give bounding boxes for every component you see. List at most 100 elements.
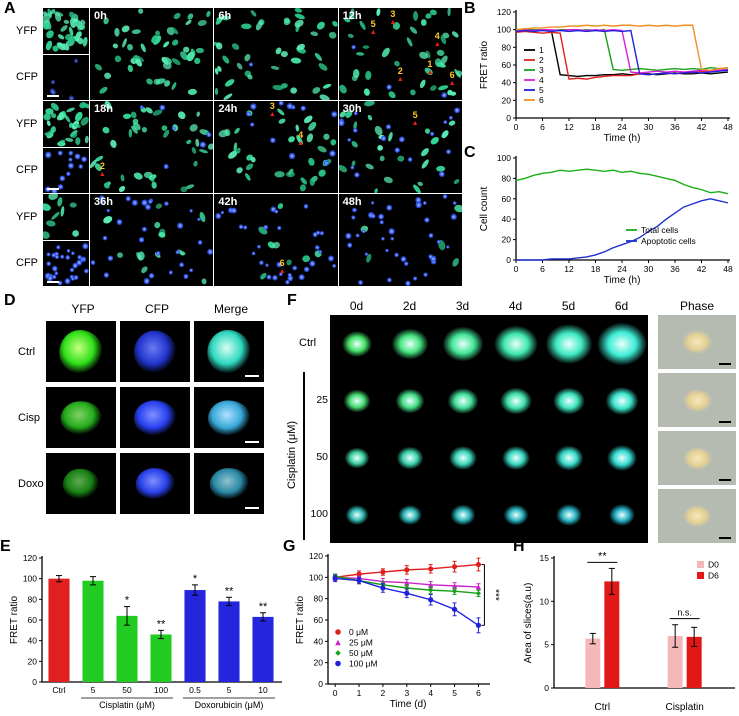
time-label: 48h	[342, 196, 362, 208]
svg-text:42: 42	[697, 264, 707, 274]
scale-bar	[719, 421, 731, 423]
svg-text:0.5: 0.5	[189, 685, 201, 695]
channel-label-yfp: YFP	[16, 25, 38, 37]
panel-label-d: D	[4, 292, 16, 309]
svg-text:Ctrl: Ctrl	[595, 702, 611, 713]
svg-text:5: 5	[227, 685, 232, 695]
tumor-slice	[341, 330, 372, 357]
svg-text:30: 30	[644, 122, 654, 132]
dose-label-25: 25	[316, 394, 328, 406]
svg-text:120: 120	[309, 551, 323, 561]
svg-text:10: 10	[540, 596, 550, 606]
tumor-slice	[391, 328, 428, 359]
arrowhead-icon: ▲	[396, 76, 404, 84]
micrograph-30h: 30h 5 ▲	[338, 101, 462, 193]
tumor-slice	[345, 504, 368, 525]
tumor-slice	[545, 323, 592, 364]
fluorescence-image	[194, 453, 264, 514]
arrowhead-icon: ▲	[411, 119, 419, 127]
spheroid-blob	[134, 330, 176, 373]
micrograph-18h: 18h 2 ▲	[90, 101, 214, 193]
tracked-cell-marker-3: 3 ▲	[389, 9, 397, 27]
time-label: 18h	[94, 103, 113, 115]
row-label-doxo: Doxo	[18, 477, 44, 490]
tumor-slice	[501, 445, 530, 470]
tumor-slice	[555, 503, 582, 526]
svg-text:**: **	[225, 585, 234, 597]
svg-text:0: 0	[318, 679, 323, 689]
row-label-cisp: Cisp	[18, 411, 41, 424]
channel-label-cfp: CFP	[16, 71, 38, 83]
svg-text:n.s.: n.s.	[677, 608, 692, 618]
svg-text:120: 120	[497, 7, 511, 17]
tumor-slice	[499, 387, 532, 414]
svg-text:100: 100	[154, 685, 168, 695]
phase-slice	[682, 388, 712, 412]
svg-text:Time (h): Time (h)	[604, 133, 641, 144]
svg-text:5: 5	[91, 685, 96, 695]
tumor-slice	[343, 389, 370, 412]
col-header-yfp: YFP	[71, 302, 95, 316]
panel-label-e: E	[0, 538, 11, 555]
panel-d: YFP CFP Merge Ctrl Cisp Doxo	[18, 302, 268, 514]
svg-text:60: 60	[28, 615, 38, 625]
svg-text:36: 36	[670, 122, 680, 132]
arrowhead-icon: ▲	[297, 140, 305, 147]
tumor-slice-montage	[330, 315, 648, 543]
day-header: 4d	[508, 299, 523, 313]
yfp-thumbnail	[43, 8, 89, 54]
svg-text:6: 6	[540, 122, 545, 132]
svg-text:100: 100	[497, 25, 511, 35]
svg-text:***: ***	[489, 589, 500, 601]
fluorescence-image	[46, 321, 116, 382]
svg-text:3: 3	[539, 65, 544, 75]
panel-f-day-headers: 0d 2d 3d 4d 5d 6d	[330, 299, 648, 313]
svg-text:15: 15	[540, 553, 550, 563]
svg-text:D6: D6	[708, 571, 719, 581]
tumor-slice	[606, 444, 637, 471]
panel-label-h: H	[513, 538, 525, 555]
svg-text:1: 1	[539, 45, 544, 55]
spheroid-blob	[62, 468, 100, 499]
svg-text:24: 24	[617, 264, 627, 274]
svg-text:6: 6	[476, 688, 481, 698]
cfp-thumbnail	[43, 54, 89, 100]
svg-text:Time (h): Time (h)	[604, 275, 641, 286]
tumor-slice	[344, 447, 369, 468]
dose-label-100: 100	[310, 508, 328, 520]
micrograph-0h: 0h	[90, 8, 214, 100]
svg-text:120: 120	[23, 553, 37, 563]
svg-text:Doxorubicin (μM): Doxorubicin (μM)	[195, 700, 264, 710]
svg-text:FRET ratio: FRET ratio	[479, 40, 490, 89]
svg-text:Cisplatin: Cisplatin	[665, 702, 703, 713]
fret-ratio-days-chart: 0 20 40 60 80 100 120 0 1 2 3 4 5 6 Time (d) FRET ratio…	[295, 551, 500, 710]
tumor-slice	[608, 503, 635, 526]
spheroid-blob	[134, 399, 176, 436]
svg-text:50 μM: 50 μM	[349, 648, 373, 658]
svg-text:60: 60	[314, 615, 324, 625]
spheroid-blob	[207, 329, 251, 374]
panel-label-c: C	[464, 144, 476, 161]
svg-text:48: 48	[723, 122, 733, 132]
svg-text:0: 0	[32, 677, 37, 687]
tracked-cell-marker-4: 4 ▲	[297, 130, 305, 148]
svg-text:Total cells: Total cells	[641, 225, 678, 235]
svg-text:20: 20	[28, 656, 38, 666]
panel-label-a: A	[4, 0, 16, 17]
svg-text:**: **	[598, 550, 607, 562]
phase-image	[658, 489, 736, 543]
micrograph-24h: 24h 3 ▲ 4 ▲	[214, 101, 338, 193]
svg-text:**: **	[157, 618, 166, 630]
channel-label-cfp: CFP	[16, 164, 38, 176]
cisplatin-axis-label: Cisplatin (μM)	[286, 420, 298, 490]
svg-text:Apoptotic cells: Apoptotic cells	[641, 236, 696, 246]
svg-text:12: 12	[564, 264, 574, 274]
svg-text:1: 1	[357, 688, 362, 698]
svg-text:0 μM: 0 μM	[349, 627, 368, 637]
scale-bar	[245, 507, 259, 509]
svg-text:Cell count: Cell count	[479, 187, 490, 232]
dose-bracket	[303, 372, 305, 540]
svg-text:Ctrl: Ctrl	[52, 685, 65, 695]
fluorescence-image	[46, 453, 116, 514]
svg-text:0: 0	[544, 683, 549, 693]
